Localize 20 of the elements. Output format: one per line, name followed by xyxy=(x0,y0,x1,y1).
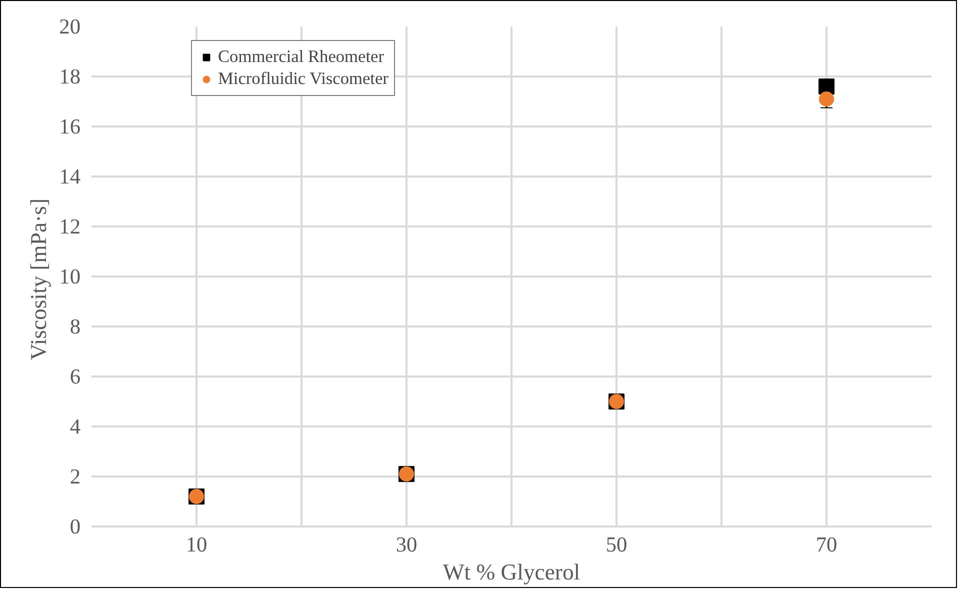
legend-label: Commercial Rheometer xyxy=(218,47,384,67)
y-tick-label: 14 xyxy=(59,164,81,188)
y-tick-label: 20 xyxy=(59,14,80,38)
y-tick-label: 12 xyxy=(59,214,80,238)
y-tick-label: 16 xyxy=(59,114,81,138)
y-axis-title: Viscosity [mPa·s] xyxy=(26,198,52,360)
y-tick-label: 6 xyxy=(70,364,81,388)
y-tick-label: 10 xyxy=(59,264,80,288)
y-tick-label: 8 xyxy=(70,314,81,338)
y-tick-label: 18 xyxy=(59,64,80,88)
legend-label: Microfluidic Viscometer xyxy=(218,69,388,89)
point xyxy=(818,78,834,94)
y-tick-label: 4 xyxy=(70,414,81,438)
x-tick-label: 50 xyxy=(606,532,628,556)
x-tick-label: 10 xyxy=(186,532,208,556)
x-tick-label: 70 xyxy=(816,532,838,556)
x-axis-title: Wt % Glycerol xyxy=(442,560,580,584)
y-tick-label: 2 xyxy=(70,464,81,488)
x-tick-label: 30 xyxy=(396,532,418,556)
y-tick-label: 0 xyxy=(70,514,81,538)
